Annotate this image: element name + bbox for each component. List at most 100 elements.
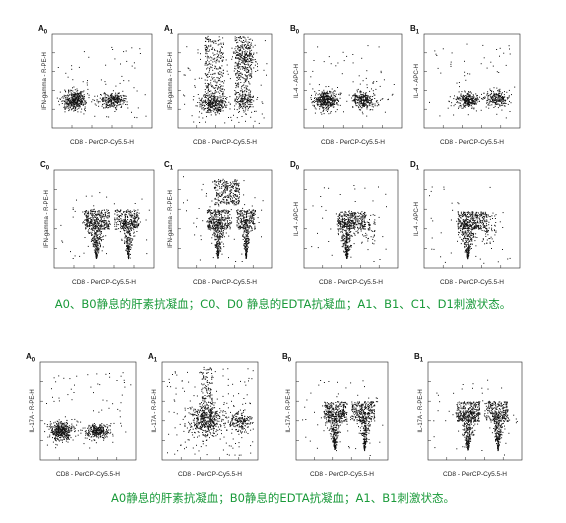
event-dot (220, 226, 222, 228)
event-dot (239, 58, 241, 60)
event-dot (135, 210, 137, 212)
event-dot (207, 39, 208, 40)
event-dot (123, 219, 125, 221)
event-dot (207, 67, 209, 69)
event-dot (469, 91, 471, 93)
event-dot (500, 100, 502, 102)
event-dot (222, 59, 224, 61)
event-dot (126, 242, 128, 244)
event-dot (316, 98, 318, 100)
event-dot (473, 102, 475, 104)
event-dot (106, 224, 108, 226)
event-dot (365, 104, 367, 106)
event-dot (210, 214, 212, 216)
event-dot (488, 95, 489, 97)
event-dot (222, 85, 224, 87)
event-dot (235, 93, 237, 95)
event-dot (114, 105, 116, 106)
event-dot (106, 103, 107, 105)
event-dot (77, 90, 79, 92)
plot-frame (177, 169, 273, 269)
event-dot (57, 67, 59, 68)
event-dot (469, 91, 471, 93)
event-dot (241, 45, 243, 47)
event-dot (77, 103, 79, 105)
event-dot (127, 230, 129, 232)
event-dot (222, 201, 224, 203)
event-dot (474, 99, 476, 101)
event-dot (356, 96, 358, 98)
event-dot (119, 211, 120, 213)
event-dot (106, 217, 108, 219)
event-dot (215, 218, 217, 220)
event-dot (247, 103, 249, 105)
event-dot (486, 101, 488, 103)
event-dot (98, 242, 100, 244)
event-dot (138, 217, 140, 219)
event-dot (200, 105, 202, 107)
event-dot (105, 220, 107, 222)
event-dot (243, 58, 245, 60)
event-dot (238, 227, 240, 229)
event-dot (94, 216, 96, 218)
event-dot (249, 42, 251, 43)
event-dot (242, 66, 244, 68)
event-dot (100, 232, 102, 234)
event-dot (253, 223, 255, 225)
event-dot (219, 195, 221, 197)
event-dot (91, 223, 93, 225)
event-dot (323, 109, 325, 111)
event-dot (116, 100, 118, 102)
event-dot (248, 209, 250, 211)
event-dot (355, 96, 357, 97)
event-dot (84, 237, 86, 238)
event-dot (221, 193, 223, 195)
event-dot (368, 97, 370, 99)
event-dot (254, 110, 255, 112)
event-dot (250, 38, 252, 40)
event-dot (66, 106, 68, 108)
event-dot (81, 102, 83, 104)
event-dot (250, 58, 251, 60)
event-dot (64, 107, 65, 109)
event-dot (105, 101, 107, 103)
event-dot (217, 88, 219, 90)
event-dot (124, 243, 126, 244)
event-dot (82, 95, 84, 97)
event-dot (131, 220, 132, 222)
y-axis-label: IFN-gamma - R-PE-H (168, 52, 174, 110)
event-dot (115, 99, 117, 101)
event-dot (206, 210, 208, 212)
event-dot (225, 224, 227, 226)
event-dot (238, 196, 240, 198)
event-dot (245, 44, 247, 46)
event-dot (104, 99, 106, 101)
event-dot (230, 183, 232, 185)
event-dot (500, 101, 502, 103)
event-dot (239, 48, 241, 50)
event-dot (128, 242, 130, 244)
event-dot (213, 227, 215, 229)
event-dot (110, 100, 112, 102)
event-dot (504, 91, 505, 93)
event-dot (130, 223, 132, 225)
event-dot (87, 218, 89, 220)
event-dot (220, 55, 222, 57)
event-dot (114, 97, 116, 99)
event-dot (100, 79, 102, 81)
event-dot (330, 103, 332, 104)
event-dot (393, 84, 395, 85)
event-dot (116, 105, 118, 106)
event-dot (230, 196, 232, 198)
event-dot (372, 103, 374, 105)
event-dot (222, 37, 224, 39)
event-dot (331, 99, 333, 101)
event-dot (84, 109, 85, 111)
event-dot (368, 96, 370, 98)
event-dot (68, 90, 69, 92)
event-dot (237, 55, 239, 56)
event-dot (214, 60, 216, 62)
event-dot (130, 242, 131, 244)
event-dot (238, 121, 240, 123)
event-dot (76, 96, 78, 98)
